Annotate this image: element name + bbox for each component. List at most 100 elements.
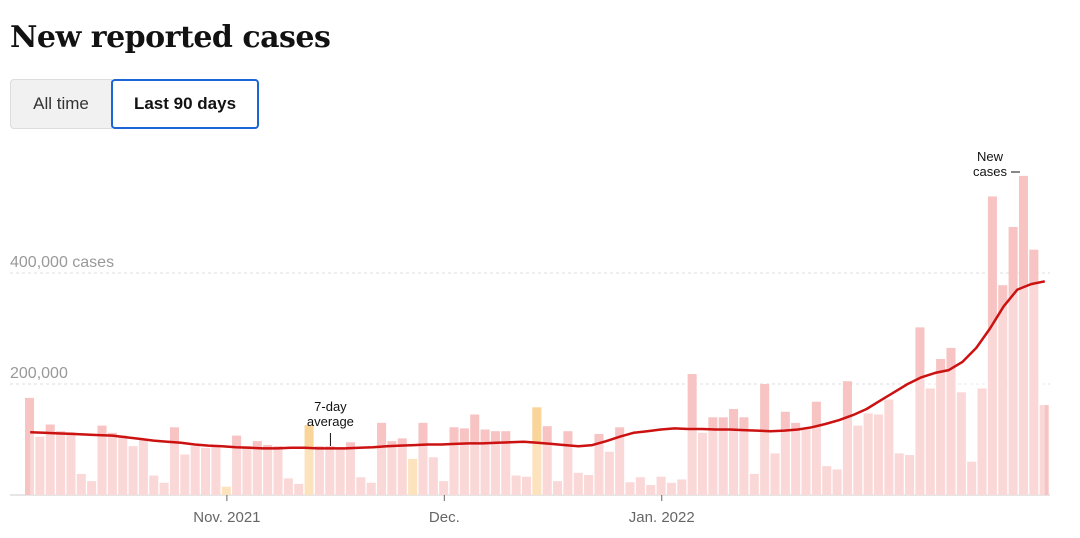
bar (459, 428, 469, 495)
all-time-button[interactable]: All time (10, 79, 112, 129)
bar (708, 417, 718, 495)
last-90-days-button[interactable]: Last 90 days (111, 79, 259, 129)
bar (967, 461, 977, 495)
bar (553, 481, 563, 495)
bar (180, 454, 190, 495)
bar (729, 408, 739, 495)
annotation-new-cases-label: cases (973, 164, 1007, 179)
bar (780, 411, 790, 495)
bar (56, 431, 66, 495)
bar (625, 482, 635, 495)
bar (905, 455, 915, 495)
bar (770, 453, 780, 495)
bar (760, 384, 770, 495)
bar (501, 431, 511, 495)
bar (573, 472, 583, 495)
bar (35, 436, 45, 495)
bar (449, 427, 459, 495)
bar (511, 475, 521, 495)
bar-flagged (408, 458, 418, 495)
bar (946, 347, 956, 495)
bar (1018, 175, 1028, 495)
bar (977, 388, 987, 495)
bar (936, 359, 946, 495)
bar-flagged (221, 486, 231, 495)
bar (263, 445, 273, 495)
bar (718, 417, 728, 495)
bar (884, 399, 894, 495)
bar (294, 483, 304, 495)
bar (822, 466, 832, 495)
bar (76, 473, 86, 495)
bar (387, 441, 397, 495)
bar-series-new-cases (25, 175, 1049, 495)
bar (749, 473, 759, 495)
bar (87, 481, 97, 495)
bar-flagged (304, 425, 314, 495)
bar (687, 374, 697, 495)
bar (542, 426, 552, 495)
annotation-average-label: 7-day (314, 399, 347, 414)
y-tick-label: 200,000 (10, 365, 68, 382)
bar (45, 424, 55, 495)
bar (1039, 405, 1049, 495)
annotation-new-cases-label: New (977, 149, 1004, 164)
bar (677, 479, 687, 495)
bar (801, 428, 811, 495)
bar (169, 427, 180, 495)
x-tick-label: Dec. (429, 509, 460, 526)
cases-chart: 200,000 400,000 cases Nov. 2021 Dec. Jan. 2… (10, 149, 1050, 526)
bar (201, 447, 211, 495)
bar (832, 469, 842, 495)
bar (666, 482, 676, 495)
bar (232, 435, 242, 495)
bar (894, 453, 904, 495)
bar (490, 431, 500, 495)
bar (377, 422, 387, 495)
x-axis: Nov. 2021 Dec. Jan. 2022 (193, 495, 695, 526)
bar (1008, 226, 1018, 495)
bar (1029, 249, 1039, 495)
average-area (30, 281, 1045, 495)
y-tick-label: 400,000 cases (10, 254, 114, 271)
average-line (30, 280, 1046, 450)
bar (138, 439, 148, 495)
bar (604, 451, 614, 495)
bar (480, 429, 490, 495)
bar (25, 397, 35, 495)
bar (107, 432, 117, 495)
bar (118, 435, 128, 495)
bar (252, 441, 262, 495)
bar (66, 432, 76, 495)
bar (853, 425, 863, 495)
bar (635, 477, 645, 495)
bar (128, 446, 138, 495)
bar (863, 413, 873, 495)
x-tick-label: Nov. 2021 (193, 509, 260, 526)
x-tick-label: Jan. 2022 (629, 509, 695, 526)
chart-title: New reported cases (10, 20, 331, 55)
bar (428, 457, 438, 495)
bar (345, 442, 356, 495)
bar (791, 422, 801, 495)
bar (563, 431, 573, 495)
bar (439, 481, 449, 495)
bar (521, 476, 532, 495)
bar (159, 482, 169, 495)
bar (149, 475, 159, 495)
bar (956, 392, 966, 495)
bar (646, 485, 656, 495)
bar (811, 401, 821, 495)
bar (915, 327, 925, 495)
bar (314, 446, 324, 495)
bar (356, 477, 366, 495)
bar (283, 478, 293, 495)
bar (335, 447, 345, 495)
bar (366, 482, 376, 495)
bar (397, 438, 407, 495)
annotation-average-label: average (307, 414, 354, 429)
bar (998, 285, 1008, 495)
bar (273, 446, 283, 495)
bar (697, 432, 708, 495)
